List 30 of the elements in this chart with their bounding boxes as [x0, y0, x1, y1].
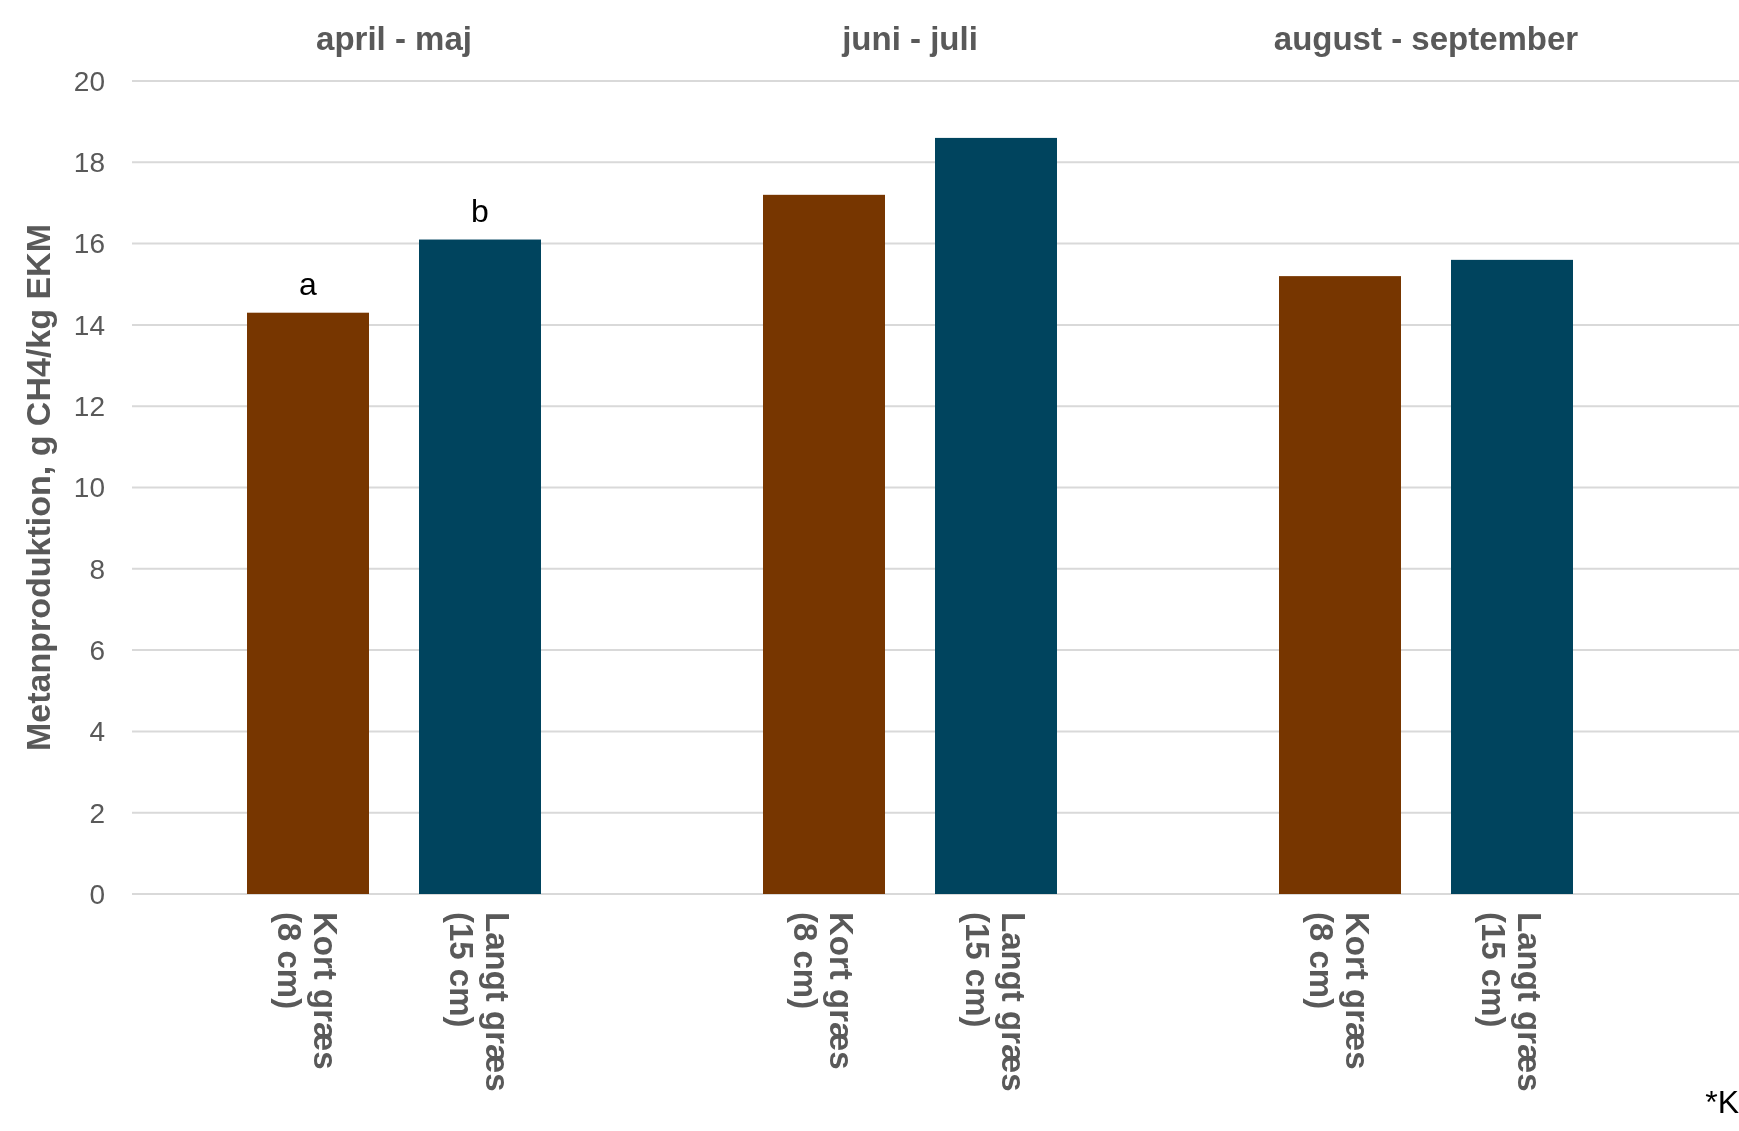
bar — [1451, 259, 1573, 894]
text: *K — [1705, 1084, 1739, 1120]
x-tick-label: Langt græs (15 cm) — [1475, 912, 1548, 1092]
y-tick-label: 18 — [73, 147, 105, 179]
y-tick-label: 12 — [73, 391, 105, 422]
y-tick-label: 16 — [73, 228, 105, 260]
text: juni - juli — [841, 20, 978, 57]
text: august - september — [1273, 20, 1579, 57]
text: april - maj — [316, 20, 472, 57]
x-tick-label: Kort græs (8 cm) — [271, 912, 344, 1070]
y-tick-label: 10 — [73, 472, 105, 504]
bar — [419, 239, 541, 894]
bar — [1279, 276, 1401, 894]
x-tick-label: Kort græs (8 cm) — [787, 912, 860, 1070]
y-tick-label: 0 — [89, 878, 105, 910]
y-tick-label: 2 — [89, 797, 105, 829]
y-tick-label: 8 — [89, 553, 105, 585]
y-axis-title: Metanproduktion, g CH4/kg EKM — [19, 224, 57, 751]
x-tick-label: Langt græs (15 cm) — [443, 912, 516, 1092]
bar — [763, 194, 885, 894]
y-tick-label: 6 — [89, 634, 105, 666]
x-tick-label: Kort græs (8 cm) — [1303, 912, 1376, 1070]
annotation: b — [471, 192, 489, 229]
y-tick-label: 20 — [73, 65, 105, 97]
bar — [935, 137, 1057, 894]
x-tick-label: Langt græs (15 cm) — [959, 912, 1032, 1092]
y-tick-label: 4 — [89, 716, 105, 748]
bar — [247, 312, 369, 894]
annotation: a — [299, 265, 318, 302]
y-tick-label: 14 — [73, 309, 105, 341]
